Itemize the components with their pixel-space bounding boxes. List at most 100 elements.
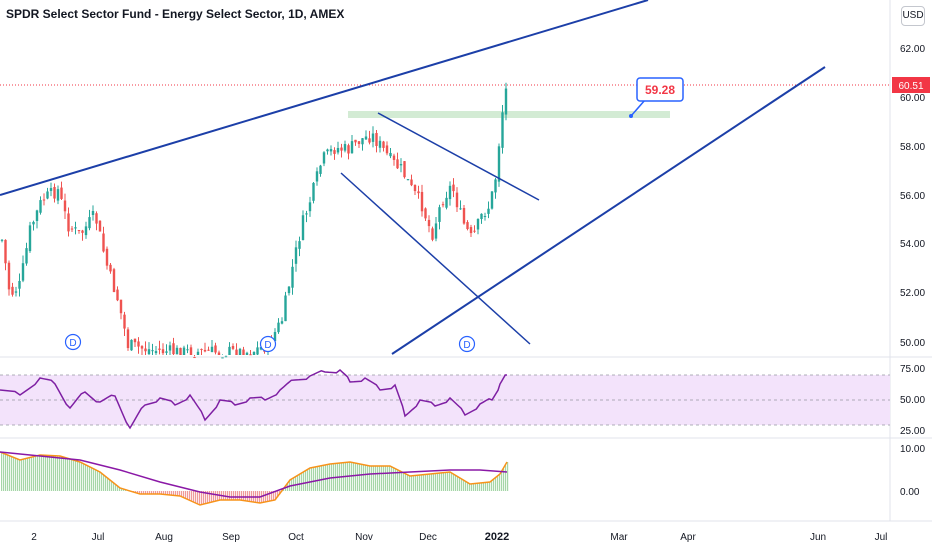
histogram-bar <box>489 482 491 491</box>
histogram-bar <box>409 475 411 491</box>
price-tick-label: 56.00 <box>900 191 925 202</box>
histogram-bar <box>95 469 97 491</box>
histogram-bar <box>315 467 317 491</box>
histogram-bar <box>143 491 145 494</box>
histogram-bar <box>47 455 49 491</box>
histogram-bar <box>197 491 199 504</box>
candle-body <box>298 241 301 249</box>
histogram-bar <box>119 487 121 491</box>
histogram-bar <box>267 491 269 502</box>
dividend-marker[interactable]: D <box>259 335 277 353</box>
candle-body <box>102 233 105 252</box>
candle-body <box>396 159 399 169</box>
candle-body <box>382 141 385 148</box>
histogram-bar <box>353 462 355 491</box>
callout-pointer <box>630 99 646 117</box>
histogram-bar <box>423 474 425 491</box>
candle-body <box>221 357 224 359</box>
histogram-bar <box>1 452 3 491</box>
time-axis[interactable]: 2 Jul Aug Sep Oct Nov Dec 2022 Mar Apr J… <box>31 531 887 543</box>
candle-body <box>84 226 88 236</box>
candle-body <box>385 145 389 154</box>
oscillator-slow-line[interactable] <box>0 451 508 498</box>
histogram-bar <box>167 491 169 495</box>
histogram-bar <box>203 491 205 505</box>
candle-body <box>238 348 242 355</box>
histogram-bar <box>419 475 421 491</box>
candle-body <box>357 141 361 144</box>
histogram-bar <box>149 491 151 494</box>
oscillator-fast-line[interactable] <box>0 451 508 506</box>
histogram-bar <box>239 491 241 500</box>
price-axis[interactable]: 62.00 60.00 58.00 56.00 54.00 52.00 50.0… <box>900 44 925 349</box>
histogram-bar <box>65 457 67 491</box>
histogram-bar <box>105 476 107 491</box>
time-axis-label: 2022 <box>485 531 509 543</box>
candlestick-series[interactable] <box>0 82 508 359</box>
histogram-bar <box>173 491 175 496</box>
candle-body <box>417 191 420 194</box>
histogram-bar <box>469 483 471 491</box>
candle-body <box>427 219 431 227</box>
candle-body <box>259 347 263 350</box>
candle-body <box>172 343 175 355</box>
histogram-bar <box>247 491 249 502</box>
histogram-bar <box>467 482 469 491</box>
candle-body <box>340 147 343 151</box>
histogram-bar <box>85 464 87 491</box>
price-tick-label: 58.00 <box>900 142 925 153</box>
resistance-zone[interactable] <box>348 111 670 118</box>
candle-body <box>459 208 462 210</box>
candle-body <box>441 204 445 206</box>
candle-body <box>424 208 427 219</box>
histogram-bar <box>245 491 247 501</box>
rising-trendline[interactable] <box>391 66 826 355</box>
histogram-bar <box>359 463 361 491</box>
wedge-lower-line[interactable] <box>340 172 531 345</box>
candle-body <box>501 112 504 148</box>
currency-button[interactable]: USD <box>901 6 925 26</box>
histogram-bar <box>211 491 213 503</box>
histogram-bar <box>87 465 89 491</box>
candle-body <box>308 202 312 212</box>
histogram-bar <box>207 491 209 504</box>
candle-body <box>490 191 494 209</box>
candle-body <box>371 133 375 142</box>
histogram-bar <box>321 465 323 491</box>
time-axis-label: Jul <box>92 532 105 543</box>
candle-body <box>466 222 469 230</box>
candle-body <box>91 211 95 216</box>
candle-body <box>154 351 158 354</box>
histogram-bar <box>115 484 117 491</box>
histogram-bar <box>145 491 147 494</box>
dividend-marker[interactable]: D <box>64 333 82 351</box>
histogram-bar <box>397 469 399 491</box>
candle-body <box>392 155 396 160</box>
dividend-marker[interactable]: D <box>458 335 476 353</box>
histogram-bar <box>449 472 451 491</box>
histogram-bar <box>497 476 499 491</box>
rsi-line[interactable] <box>0 369 507 430</box>
histogram-bar <box>389 466 391 491</box>
candle-body <box>189 347 193 355</box>
histogram-bar <box>97 470 99 491</box>
histogram-bar <box>165 491 167 495</box>
candle-body <box>228 346 231 355</box>
histogram-bar <box>361 464 363 491</box>
candle-body <box>420 191 424 212</box>
candle-body <box>18 280 21 289</box>
histogram-bar <box>413 475 415 491</box>
candle-body <box>217 352 221 355</box>
price-callout[interactable] <box>636 77 684 102</box>
candle-body <box>126 329 130 349</box>
candle-body <box>151 350 154 352</box>
price-tick-label: 52.00 <box>900 288 925 299</box>
time-axis-label: Oct <box>288 532 304 543</box>
wedge-upper-line[interactable] <box>377 112 540 201</box>
candle-body <box>273 331 277 342</box>
candle-body <box>504 88 508 115</box>
histogram-bar <box>243 491 245 501</box>
histogram-bar <box>317 466 319 491</box>
upper-channel-trendline[interactable] <box>0 0 649 196</box>
